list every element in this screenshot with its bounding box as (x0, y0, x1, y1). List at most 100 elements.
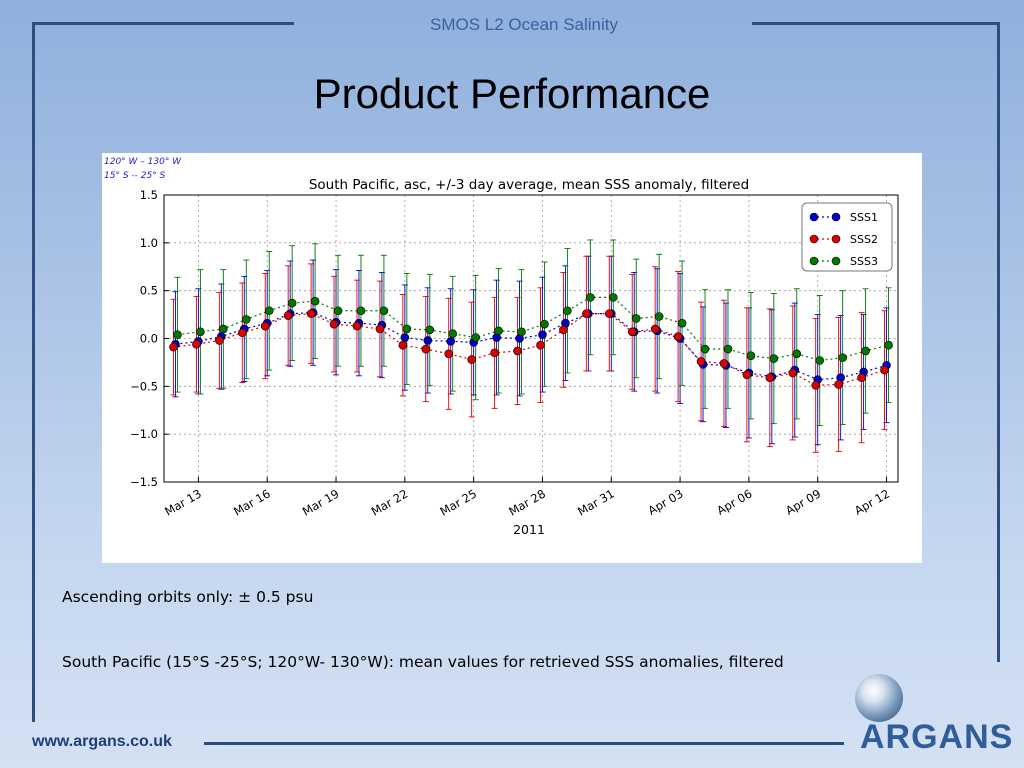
data-point-sss1 (400, 333, 410, 342)
data-point-sss3 (769, 354, 779, 363)
data-point-sss2 (398, 340, 408, 350)
chart-panel: South Pacific, asc, +/-3 day average, me… (102, 153, 922, 563)
frame-line-right (997, 22, 1000, 662)
legend-marker-sss1 (831, 212, 841, 222)
data-point-sss3 (700, 344, 710, 354)
x-tick-label: Mar 25 (438, 486, 480, 518)
x-tick-label: Apr 09 (783, 486, 823, 517)
x-tick-label: Apr 03 (646, 486, 686, 517)
legend-marker-sss1 (809, 212, 819, 222)
x-tick-label: Mar 22 (369, 486, 411, 518)
data-point-sss3 (746, 351, 756, 361)
data-point-sss3 (310, 296, 320, 306)
data-point-sss3 (861, 346, 870, 356)
data-point-sss2 (490, 348, 499, 358)
data-point-sss3 (402, 324, 412, 334)
y-tick-label: 0.5 (140, 284, 158, 298)
data-point-sss2 (604, 309, 614, 318)
data-point-sss3 (654, 312, 664, 321)
chart-svg: South Pacific, asc, +/-3 day average, me… (130, 177, 899, 537)
series-line-sss1 (175, 312, 887, 381)
y-tick-label: −0.5 (130, 379, 158, 393)
legend-marker-sss2 (809, 234, 819, 244)
data-point-sss3 (677, 318, 687, 328)
frame-line-top-left (32, 22, 294, 25)
data-point-sss2 (169, 342, 178, 352)
note-ascending-orbits: Ascending orbits only: ± 0.5 psu (62, 588, 314, 606)
data-point-sss2 (765, 373, 775, 383)
data-point-sss3 (196, 327, 205, 337)
x-tick-label: Mar 16 (231, 486, 273, 518)
legend-marker-sss3 (831, 256, 841, 266)
data-point-sss1 (446, 337, 456, 346)
y-tick-label: 1.5 (140, 188, 158, 202)
data-point-sss2 (627, 327, 637, 337)
chart-x-axis-label: 2011 (513, 522, 545, 537)
data-point-sss2 (283, 311, 293, 320)
data-point-sss2 (215, 336, 224, 345)
data-point-sss3 (815, 356, 825, 365)
x-tick-label: Mar 19 (300, 486, 342, 518)
data-point-sss2 (352, 321, 362, 331)
note-region-description: South Pacific (15°S -25°S; 120°W- 130°W)… (62, 653, 784, 671)
data-point-sss2 (375, 324, 385, 334)
data-point-sss1 (423, 336, 433, 345)
y-tick-label: 0.0 (140, 332, 158, 346)
legend-box (801, 202, 893, 272)
legend-marker-sss2 (831, 234, 841, 244)
data-point-sss3 (838, 353, 847, 362)
data-point-sss2 (444, 349, 454, 359)
data-point-sss2 (673, 332, 683, 341)
data-point-sss3 (586, 293, 595, 302)
data-point-sss3 (792, 349, 802, 359)
data-point-sss2 (811, 381, 821, 390)
data-point-sss2 (650, 324, 660, 334)
data-point-sss2 (788, 368, 798, 378)
data-point-sss2 (513, 346, 522, 356)
data-point-sss2 (260, 321, 270, 331)
data-point-sss2 (696, 357, 706, 366)
y-tick-label: 1.0 (140, 236, 158, 250)
data-point-sss3 (723, 344, 733, 354)
legend-marker-sss3 (809, 256, 819, 266)
frame-line-left (32, 22, 35, 722)
data-point-sss2 (421, 344, 431, 354)
argans-globe-logo (855, 674, 903, 722)
data-point-sss2 (880, 365, 889, 375)
slide-title: Product Performance (313, 70, 711, 117)
data-point-sss2 (467, 355, 476, 364)
x-tick-label: Apr 12 (852, 486, 892, 517)
header-title: SMOS L2 Ocean Salinity (429, 15, 619, 34)
data-point-sss1 (538, 330, 547, 339)
x-tick-label: Mar 31 (575, 486, 617, 518)
data-point-sss3 (884, 340, 893, 350)
data-point-sss3 (356, 306, 366, 316)
data-point-sss3 (631, 314, 641, 323)
data-point-sss3 (241, 315, 251, 324)
data-point-sss2 (719, 359, 729, 368)
data-point-sss2 (329, 319, 339, 329)
x-tick-label: Apr 06 (714, 486, 754, 517)
legend-label-sss3: SSS3 (850, 255, 878, 268)
data-point-sss3 (219, 324, 228, 334)
y-tick-label: −1.0 (130, 427, 158, 441)
data-point-sss2 (582, 309, 591, 318)
legend-label-sss1: SSS1 (850, 211, 878, 224)
x-tick-label: Mar 13 (162, 486, 204, 518)
data-point-sss2 (857, 373, 866, 383)
data-point-sss3 (333, 306, 343, 316)
data-point-sss3 (379, 306, 389, 316)
argans-logo-text: ARGANS (860, 718, 1014, 756)
legend-label-sss2: SSS2 (850, 233, 878, 246)
data-point-sss3 (494, 326, 503, 336)
footer-website-link[interactable]: www.argans.co.uk (32, 733, 172, 750)
frame-line-bottom (204, 742, 844, 745)
data-point-sss3 (425, 325, 435, 335)
chart-title: South Pacific, asc, +/-3 day average, me… (309, 177, 749, 193)
region-longitude-note: 120° W – 130° W (104, 157, 182, 167)
data-point-sss2 (306, 309, 316, 318)
x-tick-label: Mar 28 (506, 486, 548, 518)
data-point-sss2 (742, 370, 752, 380)
series-line-sss2 (173, 313, 885, 386)
frame-line-top-right (752, 22, 1000, 25)
